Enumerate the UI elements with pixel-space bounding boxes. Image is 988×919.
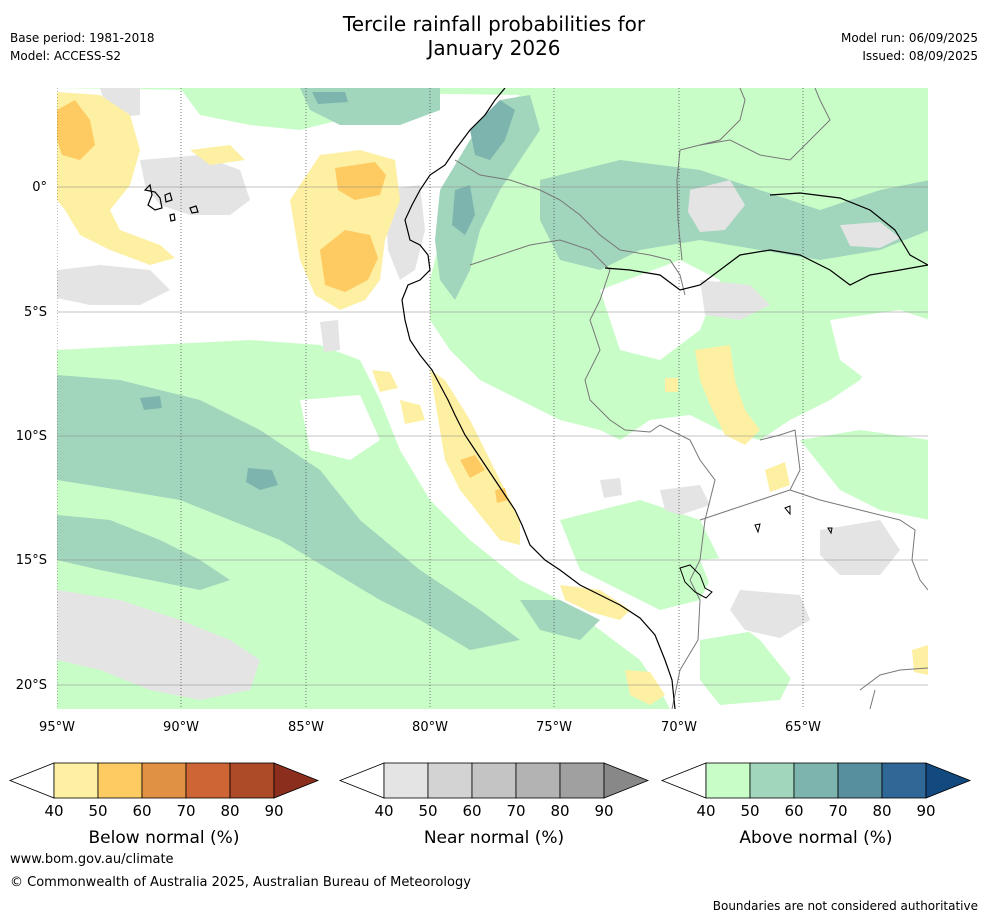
colorbar-above-segment: [705, 762, 751, 799]
lat-labels: 0° 5°S 10°S 15°S 20°S: [16, 180, 47, 693]
meta-right: Model run: 06/09/2025 Issued: 08/09/2025: [841, 31, 978, 67]
colorbar-near-segment: [559, 762, 605, 799]
meta-left: Base period: 1981-2018 Model: ACCESS-S2: [10, 31, 155, 67]
lon-label-70w: 70°W: [661, 720, 697, 735]
colorbar-below-low-arrow: [8, 762, 55, 799]
footer-copyright: © Commonwealth of Australia 2025, Austra…: [10, 875, 471, 890]
colorbar-below-tick: 60: [132, 802, 151, 820]
colorbar-above-tick: 40: [696, 802, 715, 820]
colorbar-near-low-arrow: [338, 762, 385, 799]
coastline: [401, 88, 928, 709]
lon-label-95w: 95°W: [39, 720, 75, 735]
colorbar-below-tick: 70: [176, 802, 195, 820]
footer-url: www.bom.gov.au/climate: [10, 852, 174, 867]
colorbar-above-tick: 50: [740, 802, 759, 820]
colorbar-below-tick: 90: [264, 802, 283, 820]
colorbar-below-segment: [141, 762, 187, 799]
lat-grid: [57, 186, 928, 686]
lat-label-10s: 10°S: [16, 429, 47, 444]
footer-note: Boundaries are not considered authoritat…: [712, 899, 978, 913]
colorbar-below-tick: 80: [220, 802, 239, 820]
galapagos-islands: [143, 183, 199, 222]
colorbar-below-segment: [229, 762, 275, 799]
lat-label-0: 0°: [32, 180, 47, 195]
lon-label-75w: 75°W: [536, 720, 572, 735]
colorbar-near: 40 50 60 70 80 90 Near normal (%): [338, 762, 650, 848]
colorbar-above-low-arrow: [660, 762, 707, 799]
model-run-text: Model run: 06/09/2025: [840, 31, 978, 45]
map-field: [57, 88, 928, 709]
lake-titicaca: [679, 505, 833, 599]
colorbar-above-segment: [793, 762, 839, 799]
colorbar-above: 40 50 60 70 80 90 Above normal (%): [660, 762, 972, 848]
colorbar-below-segment: [53, 762, 99, 799]
colorbar-below-high-arrow: [273, 762, 320, 799]
colorbar-above-tick: 80: [872, 802, 891, 820]
colorbar-above-segment: [749, 762, 795, 799]
colorbar-above-tick: 70: [828, 802, 847, 820]
below-normal-60-region: [57, 100, 508, 503]
colorbar-near-segment: [515, 762, 561, 799]
colorbar-near-label: Near normal (%): [424, 828, 564, 848]
base-period-text: Base period: 1981-2018: [10, 31, 155, 45]
lon-label-90w: 90°W: [163, 720, 199, 735]
map-title: Tercile rainfall probabilities for Janua…: [0, 12, 988, 60]
lon-label-65w: 65°W: [785, 720, 821, 735]
colorbar-above-segment: [881, 762, 927, 799]
colorbar-near-tick: 70: [506, 802, 525, 820]
colorbar-near-segment: [427, 762, 473, 799]
lat-label-5s: 5°S: [24, 305, 47, 320]
issued-text: Issued: 08/09/2025: [862, 49, 978, 63]
colorbar-below: 40 50 60 70 80 90 Below normal (%): [8, 762, 320, 848]
colorbar-near-tick: 90: [594, 802, 613, 820]
near-normal-50-region: [57, 88, 900, 700]
country-borders: [454, 88, 928, 709]
lon-label-80w: 80°W: [412, 720, 448, 735]
colorbar-above-high-arrow: [925, 762, 972, 799]
colorbar-below-segment: [185, 762, 231, 799]
lat-label-20s: 20°S: [16, 678, 47, 693]
colorbar-below-tick: 50: [88, 802, 107, 820]
colorbar-below-label: Below normal (%): [89, 828, 240, 848]
colorbar-near-tick: 50: [418, 802, 437, 820]
colorbars: 40 50 60 70 80 90 Below normal (%) 40 50 60 70 80 90…: [8, 762, 972, 848]
lon-label-85w: 85°W: [288, 720, 324, 735]
colorbar-above-tick: 90: [916, 802, 935, 820]
lon-labels: 95°W 90°W 85°W 80°W 75°W 70°W 65°W: [39, 720, 821, 735]
lat-label-15s: 15°S: [16, 553, 47, 568]
colorbar-below-segment: [97, 762, 143, 799]
colorbar-above-tick: 60: [784, 802, 803, 820]
colorbar-above-segment: [837, 762, 883, 799]
above-normal-70-region: [140, 92, 515, 490]
colorbar-below-tick: 40: [44, 802, 63, 820]
colorbar-near-segment: [471, 762, 517, 799]
model-text: Model: ACCESS-S2: [10, 49, 122, 63]
colorbar-near-tick: 80: [550, 802, 569, 820]
title-line-1: Tercile rainfall probabilities for: [342, 12, 646, 36]
colorbar-near-tick: 60: [462, 802, 481, 820]
colorbar-near-tick: 40: [374, 802, 393, 820]
colorbar-near-segment: [383, 762, 429, 799]
title-line-2: January 2026: [427, 36, 561, 60]
no-signal-region: [300, 260, 928, 709]
colorbar-above-label: Above normal (%): [739, 828, 892, 848]
colorbar-near-high-arrow: [603, 762, 650, 799]
